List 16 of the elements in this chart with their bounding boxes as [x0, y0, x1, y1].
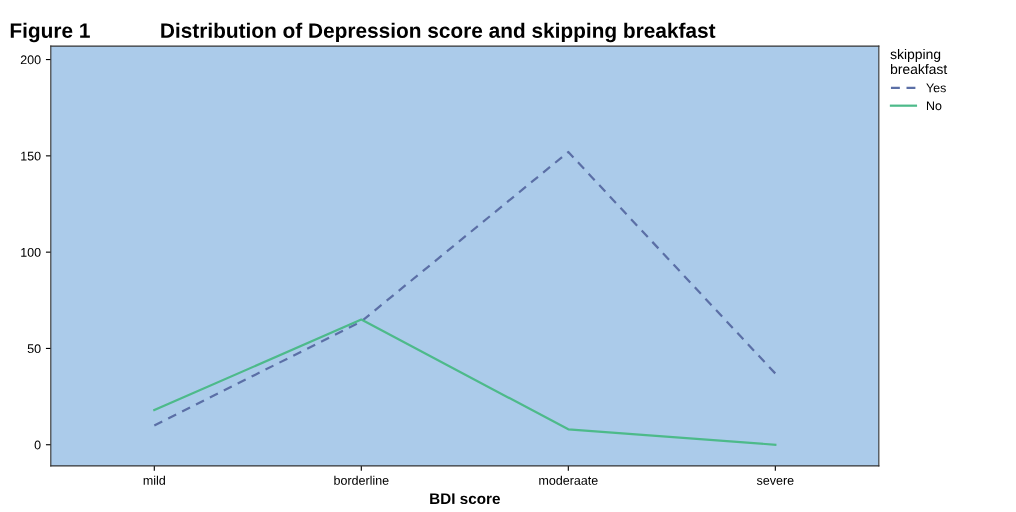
y-tick-label: 200: [20, 55, 41, 65]
legend-label: Yes: [926, 83, 946, 93]
legend-title: skipping breakfast: [890, 48, 948, 75]
chart-title: Figure 1 Distribution of Depression score and skipping breakfast: [10, 22, 716, 43]
line-series: [153, 150, 777, 427]
x-tick-label: moderaate: [539, 475, 598, 485]
y-tick-label: 50: [27, 344, 41, 354]
y-tick-label: 0: [34, 440, 41, 450]
line-series: [153, 318, 777, 446]
x-tick-label: borderline: [334, 475, 389, 485]
y-tick-label: 100: [21, 247, 41, 257]
x-tick-label: severe: [756, 477, 794, 485]
x-axis-title: BDI score: [430, 493, 500, 505]
legend-label: No: [926, 101, 942, 111]
x-tick-label: mild: [143, 475, 165, 485]
y-tick-label: 150: [21, 151, 41, 161]
